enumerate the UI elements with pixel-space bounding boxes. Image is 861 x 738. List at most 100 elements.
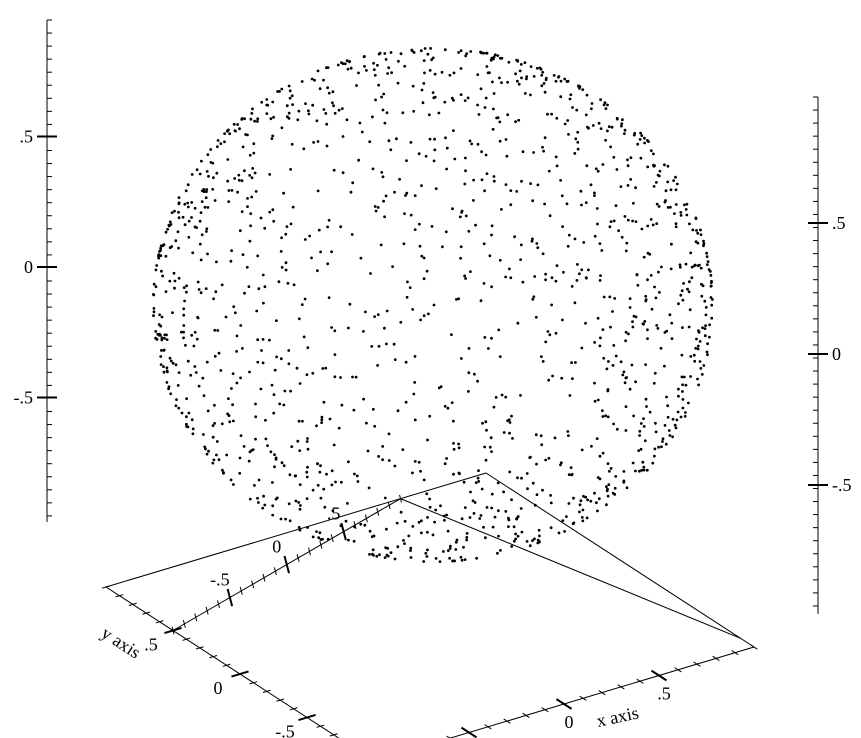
sphere-point bbox=[428, 137, 432, 141]
far-x-axis-minor-tick bbox=[376, 507, 380, 516]
sphere-point bbox=[403, 519, 407, 523]
sphere-point bbox=[647, 140, 650, 144]
sphere-point bbox=[302, 147, 306, 151]
sphere-point bbox=[641, 322, 645, 326]
sphere-point bbox=[152, 282, 156, 286]
sphere-point bbox=[625, 241, 629, 245]
sphere-point bbox=[205, 452, 209, 456]
sphere-point bbox=[543, 90, 547, 94]
sphere-point bbox=[202, 188, 206, 191]
sphere-point bbox=[652, 185, 656, 188]
sphere-point bbox=[222, 471, 225, 475]
sphere-point bbox=[688, 222, 691, 226]
sphere-point bbox=[484, 420, 488, 424]
y-axis-tick-label: .5 bbox=[144, 635, 158, 655]
sphere-point bbox=[622, 470, 626, 473]
sphere-point bbox=[570, 361, 573, 364]
sphere-point bbox=[560, 194, 564, 198]
sphere-point bbox=[693, 359, 697, 363]
sphere-point bbox=[609, 467, 613, 470]
sphere-point bbox=[330, 326, 333, 329]
sphere-point bbox=[567, 473, 571, 476]
sphere-point bbox=[643, 320, 647, 323]
sphere-point bbox=[160, 349, 163, 352]
sphere-point bbox=[698, 340, 702, 343]
sphere-point bbox=[517, 82, 521, 86]
sphere-point bbox=[303, 297, 307, 301]
sphere-point bbox=[656, 327, 660, 330]
sphere-point bbox=[243, 169, 246, 173]
sphere-point bbox=[231, 372, 235, 375]
sphere-point bbox=[631, 325, 635, 329]
sphere-point bbox=[645, 405, 648, 408]
sphere-point bbox=[516, 476, 519, 480]
sphere-point bbox=[419, 49, 423, 53]
sphere-point bbox=[529, 93, 532, 97]
sphere-point bbox=[530, 239, 534, 243]
sphere-point bbox=[355, 474, 359, 478]
sphere-point bbox=[700, 373, 704, 376]
sphere-point bbox=[190, 333, 194, 337]
sphere-point bbox=[294, 499, 298, 503]
sphere-point bbox=[288, 473, 292, 477]
sphere-point bbox=[614, 204, 618, 208]
sphere-point bbox=[230, 189, 234, 192]
sphere-point bbox=[159, 363, 163, 366]
sphere-point bbox=[452, 129, 455, 133]
sphere-point bbox=[291, 205, 295, 209]
sphere-point bbox=[442, 514, 446, 518]
sphere-point bbox=[407, 534, 411, 538]
sphere-point bbox=[174, 404, 178, 408]
sphere-point bbox=[328, 417, 332, 421]
sphere-point bbox=[570, 285, 574, 288]
sphere-point bbox=[566, 79, 570, 83]
sphere-point bbox=[420, 88, 424, 92]
sphere-point bbox=[376, 206, 380, 209]
sphere-point bbox=[285, 225, 289, 229]
sphere-point bbox=[230, 249, 234, 253]
sphere-point bbox=[643, 136, 646, 140]
sphere-point bbox=[482, 51, 485, 55]
sphere-point bbox=[275, 319, 278, 322]
floor-back-edge bbox=[485, 472, 755, 648]
sphere-point bbox=[696, 231, 700, 235]
sphere-point bbox=[632, 201, 635, 205]
sphere-point bbox=[203, 445, 207, 449]
sphere-point bbox=[411, 308, 415, 311]
sphere-point bbox=[482, 242, 486, 246]
sphere-point bbox=[538, 540, 541, 543]
sphere-point bbox=[171, 361, 175, 365]
sphere-point bbox=[337, 108, 341, 112]
sphere-point bbox=[190, 201, 194, 204]
sphere-point bbox=[593, 341, 596, 344]
sphere-point bbox=[574, 361, 577, 364]
sphere-point bbox=[666, 415, 670, 419]
sphere-point bbox=[514, 72, 517, 76]
sphere-point bbox=[468, 139, 472, 143]
sphere-point bbox=[360, 130, 364, 134]
sphere-point bbox=[521, 280, 525, 284]
sphere-point bbox=[634, 186, 637, 190]
sphere-point bbox=[608, 225, 612, 229]
sphere-point bbox=[238, 471, 242, 475]
sphere-point bbox=[239, 434, 243, 437]
sphere-point bbox=[507, 418, 511, 422]
sphere-point bbox=[170, 211, 174, 215]
sphere-point bbox=[498, 258, 502, 262]
sphere-point bbox=[638, 434, 641, 437]
sphere-point bbox=[265, 112, 269, 115]
sphere-point bbox=[686, 287, 689, 291]
sphere-point bbox=[183, 202, 187, 206]
sphere-point bbox=[555, 116, 559, 120]
sphere-point bbox=[417, 152, 421, 156]
sphere-point bbox=[290, 142, 294, 146]
sphere-point bbox=[284, 261, 288, 265]
sphere-point bbox=[628, 297, 632, 300]
sphere-point bbox=[666, 206, 670, 209]
sphere-point bbox=[351, 375, 354, 379]
sphere-point bbox=[559, 463, 562, 467]
sphere-point bbox=[614, 354, 618, 358]
sphere-point bbox=[195, 226, 199, 230]
sphere-point bbox=[399, 52, 403, 56]
sphere-point bbox=[603, 101, 607, 105]
